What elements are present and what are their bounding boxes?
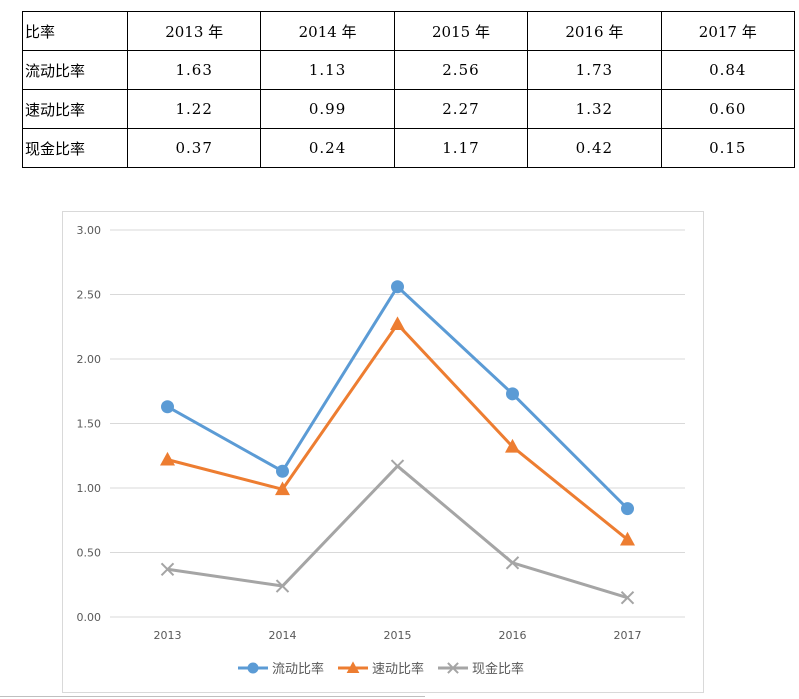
table-header-label: 比率 [22,11,128,51]
y-tick-label: 0.50 [77,547,102,560]
data-point [506,387,519,401]
marker-stroke [620,590,635,605]
legend-item: 速动比率 [338,661,424,677]
x-tick-label: 2013 [154,629,182,642]
data-point [161,400,174,414]
marker-stroke [390,459,405,473]
y-tick-label: 2.50 [77,289,102,302]
table-cell: 0.15 [660,128,796,168]
legend-marker [247,662,259,674]
data-point [620,590,635,605]
data-point [505,438,520,453]
legend-item: 现金比率 [438,661,524,677]
table-cell: 2.27 [393,89,529,129]
data-point [621,502,634,516]
x-tick-label: 2017 [614,629,642,642]
table-cell: 0.37 [126,128,262,168]
series-line-2 [166,322,629,542]
table-header-row: 比率 2013 年 2014 年 2015 年 2016 年 2017 年 [22,11,796,51]
data-point [505,556,520,570]
table-cell: 1.63 [126,50,262,90]
series-line-3 [166,464,629,600]
y-tick-label: 1.50 [77,418,102,431]
ratio-table: 比率 2013 年 2014 年 2015 年 2016 年 2017 年流动比率 1.63… [22,11,796,168]
table-cell: 1.17 [393,128,529,168]
table-cell: 0.24 [260,128,395,168]
divider-line [0,696,425,697]
table-cell: 0.84 [660,50,796,90]
data-point [160,562,175,576]
x-tick-label: 2015 [384,629,412,642]
table-header-year: 2015 年 [393,11,529,51]
table-row: 流动比率 1.63 1.13 2.56 1.73 0.84 [22,50,796,90]
y-tick-label: 1.00 [77,482,102,495]
table-cell: 0.60 [660,89,796,129]
legend-label: 流动比率 [272,661,324,677]
table-row: 速动比率 1.22 0.99 2.27 1.32 0.60 [22,89,796,129]
data-point [160,451,175,466]
legend-label: 速动比率 [372,661,424,677]
table-row: 现金比率 0.37 0.24 1.17 0.42 0.15 [22,128,796,168]
data-point [390,459,405,473]
table-header-year: 2017 年 [660,11,796,51]
legend-marker [447,662,459,674]
marker-stroke [160,562,175,576]
data-point [275,579,290,593]
table-cell: 2.56 [393,50,529,90]
table-row-label: 流动比率 [22,50,128,90]
table-cell: 1.73 [527,50,662,90]
table-cell: 0.42 [527,128,662,168]
y-tick-label: 2.00 [77,353,102,366]
data-point [276,464,289,478]
data-point [620,531,635,546]
table-header-year: 2016 年 [527,11,662,51]
table-header-year: 2013 年 [126,11,262,51]
x-tick-label: 2016 [499,629,527,642]
data-point [275,481,290,496]
legend-label: 现金比率 [472,661,524,677]
table-cell: 0.99 [260,89,395,129]
y-tick-label: 3.00 [77,224,102,237]
marker-stroke [275,579,290,593]
data-point [391,280,404,294]
x-tick-label: 2014 [269,629,297,642]
table-cell: 1.22 [126,89,262,129]
marker-stroke [505,556,520,570]
legend-marker [346,661,360,673]
y-tick-label: 0.00 [77,611,102,624]
table-row-label: 速动比率 [22,89,128,129]
data-point [390,316,405,331]
legend-item: 流动比率 [238,661,324,677]
table-cell: 1.13 [260,50,395,90]
table-row-label: 现金比率 [22,128,128,168]
table-header-year: 2014 年 [260,11,395,51]
marker-stroke [447,662,459,674]
ratio-line-chart: 0.00 0.50 1.00 1.50 2.00 2.50 3.00 2013 2014 2015… [62,211,704,693]
chart-svg: 0.00 0.50 1.00 1.50 2.00 2.50 3.00 2013 2014 2015… [77,224,685,677]
ratio-table-body: 比率 2013 年 2014 年 2015 年 2016 年 2017 年流动比率 1.63… [22,11,796,168]
table-cell: 1.32 [527,89,662,129]
